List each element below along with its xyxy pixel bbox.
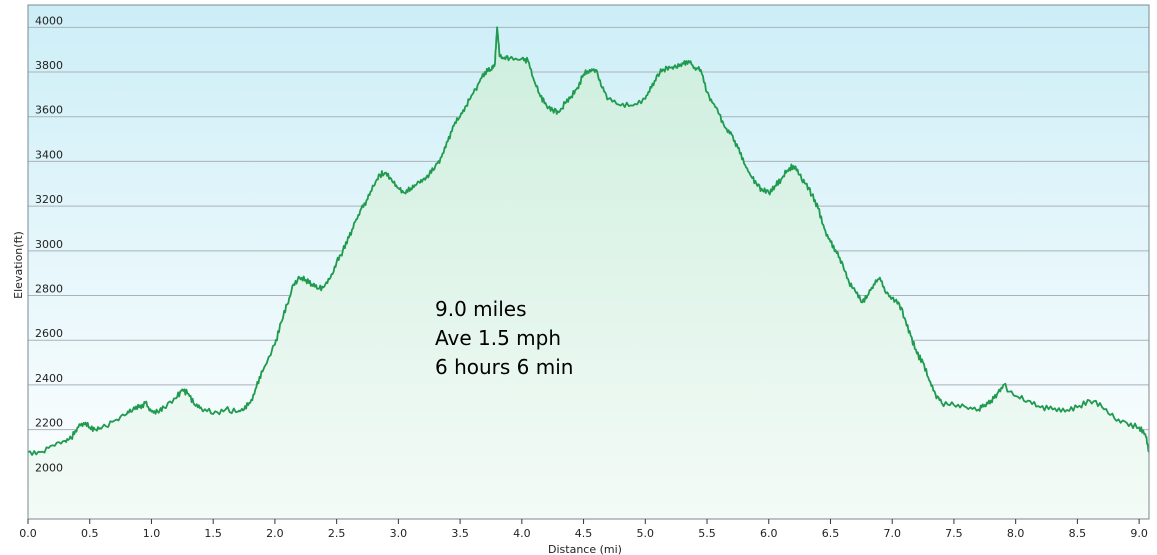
plot-frame: [27, 4, 1150, 520]
elevation-line: [27, 26, 1150, 456]
x-tick-label: 7.0: [883, 527, 901, 540]
x-tick-label: 5.0: [637, 527, 655, 540]
y-tick-label: 3400: [35, 148, 63, 161]
x-tick-label: 9.0: [1130, 527, 1148, 540]
x-tick-label: 2.0: [266, 527, 284, 540]
elevation-area-fill: [28, 27, 1149, 520]
y-tick-label: 3000: [35, 238, 63, 251]
annotation-duration: 6 hours 6 min: [435, 355, 573, 379]
x-tick-label: 3.5: [451, 527, 469, 540]
y-axis-ticks: 2000 2200 2400 2600 2800 3000 3200 3400 3600 3800…: [35, 14, 63, 474]
x-axis-title: Distance (mi): [548, 543, 622, 555]
x-tick-label: 5.5: [698, 527, 716, 540]
x-tick-label: 3.0: [390, 527, 408, 540]
y-tick-label: 2800: [35, 283, 63, 296]
x-tick-label: 1.0: [143, 527, 161, 540]
annotation-average-speed: Ave 1.5 mph: [435, 326, 561, 350]
y-tick-label: 3800: [35, 59, 63, 72]
x-tick-label: 2.5: [328, 527, 346, 540]
x-axis-ticks: 0.0 0.5 1.0 1.5 2.0 2.5 3.0 3.5 4.0 4.5 5.0 5.5 6.0 6…: [19, 519, 1148, 540]
y-axis-title: Elevation(ft): [12, 231, 25, 299]
y-tick-label: 3600: [35, 104, 63, 117]
x-tick-label: 8.0: [1007, 527, 1025, 540]
y-tick-label: 2400: [35, 372, 63, 385]
y-tick-label: 2000: [35, 461, 63, 474]
x-tick-label: 7.5: [945, 527, 963, 540]
x-tick-label: 8.5: [1069, 527, 1087, 540]
x-tick-label: 1.5: [204, 527, 222, 540]
annotation-distance: 9.0 miles: [435, 297, 526, 321]
y-tick-label: 2600: [35, 327, 63, 340]
x-tick-label: 4.5: [575, 527, 593, 540]
x-tick-label: 0.0: [19, 527, 37, 540]
x-tick-label: 0.5: [81, 527, 99, 540]
y-tick-label: 4000: [35, 14, 63, 27]
y-tick-label: 2200: [35, 417, 63, 430]
x-tick-label: 6.5: [822, 527, 840, 540]
x-tick-label: 6.0: [760, 527, 778, 540]
x-tick-label: 4.0: [513, 527, 531, 540]
y-tick-label: 3200: [35, 193, 63, 206]
